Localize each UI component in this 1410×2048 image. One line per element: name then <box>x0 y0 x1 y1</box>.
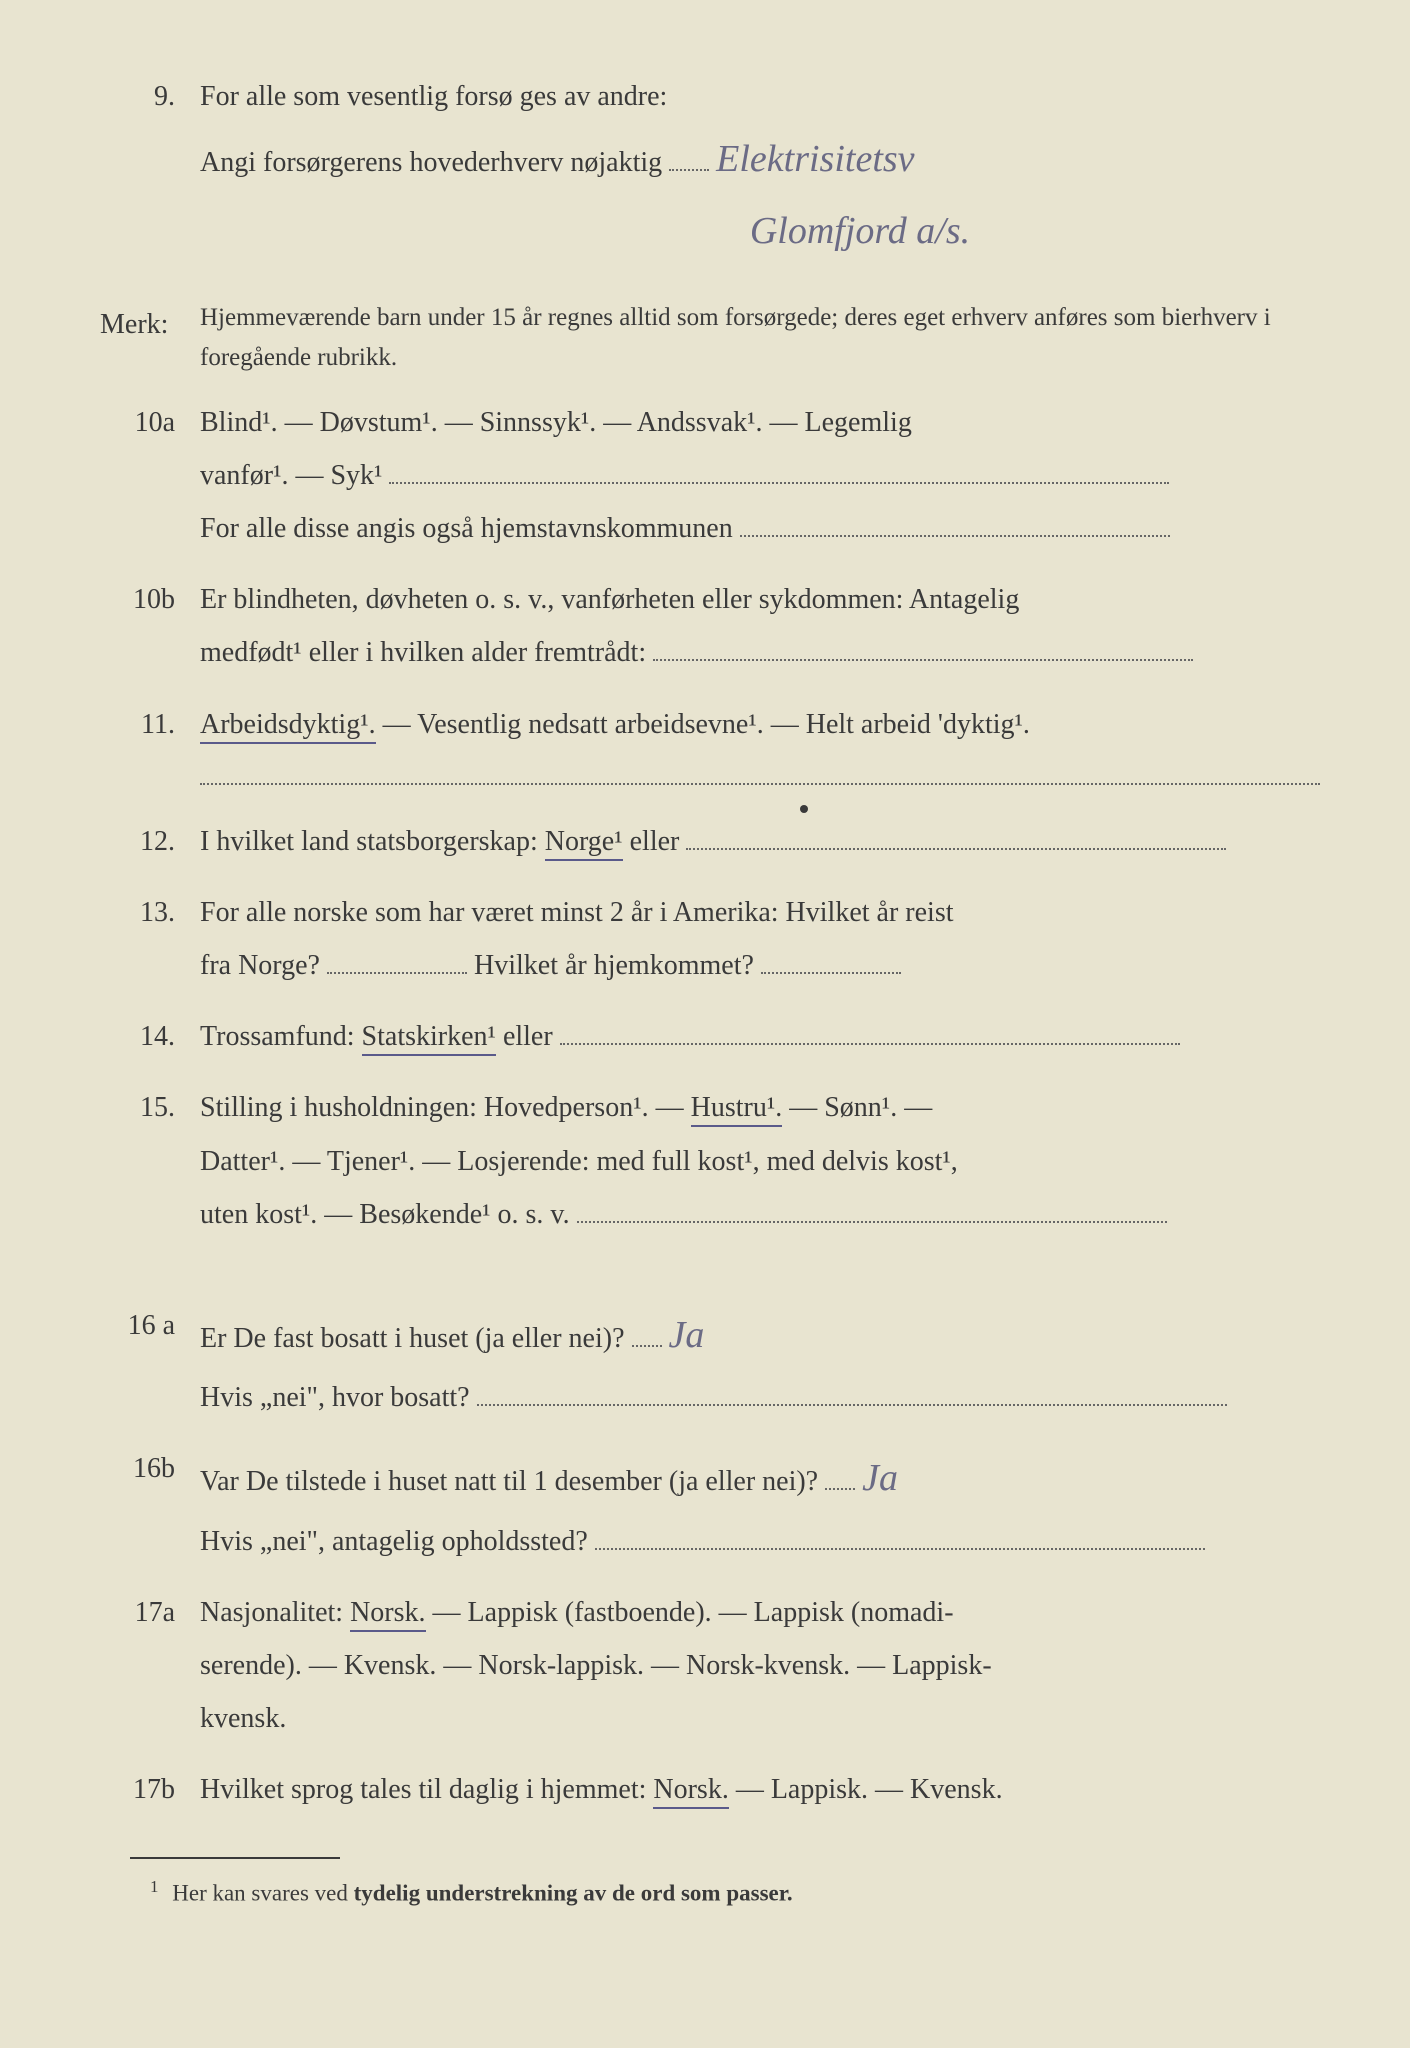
q17a-line3: kvensk. <box>200 1692 1320 1745</box>
divider-line <box>200 781 1320 785</box>
q11-rest: — Vesentlig nedsatt arbeidsevne¹. — Helt… <box>376 709 1030 740</box>
question-17b: 17b Hvilket sprog tales til daglig i hje… <box>100 1763 1320 1816</box>
q16b-line1: Var De tilstede i huset natt til 1 desem… <box>200 1466 818 1497</box>
footnote: 1 Her kan svares ved tydelig understrekn… <box>100 1871 1320 1915</box>
q10a-number: 10a <box>100 396 200 556</box>
q17b-number: 17b <box>100 1763 200 1816</box>
q16b-handwriting: Ja <box>862 1442 898 1514</box>
q17b-underlined: Norsk. <box>653 1774 728 1809</box>
q14-text2: eller <box>496 1021 553 1052</box>
question-13: 13. For alle norske som har været minst … <box>100 886 1320 992</box>
question-11: 11. Arbeidsdyktig¹. — Vesentlig nedsatt … <box>100 698 1320 751</box>
q12-number: 12. <box>100 815 200 868</box>
q12-text1: I hvilket land statsborgerskap: <box>200 826 545 857</box>
q9-text1: For alle som vesentlig forsø ges av andr… <box>200 70 1320 123</box>
q13-line2a: fra Norge? <box>200 950 320 981</box>
question-9: 9. For alle som vesentlig forsø ges av a… <box>100 70 1320 280</box>
q11-number: 11. <box>100 698 200 751</box>
q17a-line1b: — Lappisk (fastboende). — Lappisk (nomad… <box>426 1597 954 1628</box>
q17b-text1: Hvilket sprog tales til daglig i hjemmet… <box>200 1774 653 1805</box>
footnote-bold: tydelig understrekning av de ord som pas… <box>354 1880 793 1905</box>
q10b-number: 10b <box>100 573 200 679</box>
q10b-line2: medfødt¹ eller i hvilken alder fremtrådt… <box>200 637 646 668</box>
q17a-underlined: Norsk. <box>350 1597 425 1632</box>
q10a-line3: For alle disse angis også hjemstavnskomm… <box>200 513 733 544</box>
merk-label: Merk: <box>100 298 200 378</box>
question-16b: 16b Var De tilstede i huset natt til 1 d… <box>100 1442 1320 1567</box>
q16a-number: 16 a <box>100 1299 200 1424</box>
q15-line1b: — Sønn¹. — <box>782 1092 932 1123</box>
q16b-number: 16b <box>100 1442 200 1567</box>
question-10a: 10a Blind¹. — Døvstum¹. — Sinnssyk¹. — A… <box>100 396 1320 556</box>
q12-underlined: Norge¹ <box>545 826 623 861</box>
q17a-number: 17a <box>100 1586 200 1746</box>
q16a-line1: Er De fast bosatt i huset (ja eller nei)… <box>200 1323 625 1354</box>
q10a-line2: vanfør¹. — Syk¹ <box>200 460 382 491</box>
question-15: 15. Stilling i husholdningen: Hovedperso… <box>100 1081 1320 1241</box>
form-page: 9. For alle som vesentlig forsø ges av a… <box>0 0 1410 1955</box>
q17a-line1a: Nasjonalitet: <box>200 1597 350 1628</box>
question-12: 12. I hvilket land statsborgerskap: Norg… <box>100 815 1320 868</box>
q15-line2: Datter¹. — Tjener¹. — Losjerende: med fu… <box>200 1135 1320 1188</box>
q16a-line2: Hvis „nei", hvor bosatt? <box>200 1382 470 1413</box>
question-17a: 17a Nasjonalitet: Norsk. — Lappisk (fast… <box>100 1586 1320 1746</box>
footnote-text1: Her kan svares ved <box>172 1880 353 1905</box>
q14-underlined: Statskirken¹ <box>362 1021 496 1056</box>
q13-line2b: Hvilket år hjemkommet? <box>474 950 754 981</box>
q15-line3: uten kost¹. — Besøkende¹ o. s. v. <box>200 1199 570 1230</box>
q14-text1: Trossamfund: <box>200 1021 362 1052</box>
q9-handwriting1: Elektrisitetsv <box>716 123 914 195</box>
q10b-line1: Er blindheten, døvheten o. s. v., vanfør… <box>200 573 1320 626</box>
q15-underlined: Hustru¹. <box>691 1092 783 1127</box>
q10a-line1: Blind¹. — Døvstum¹. — Sinnssyk¹. — Andss… <box>200 396 1320 449</box>
dot-mark <box>800 805 808 813</box>
q9-number: 9. <box>100 70 200 280</box>
q14-number: 14. <box>100 1010 200 1063</box>
q13-line1: For alle norske som har været minst 2 år… <box>200 886 1320 939</box>
q16a-handwriting: Ja <box>669 1299 705 1371</box>
question-10b: 10b Er blindheten, døvheten o. s. v., va… <box>100 573 1320 679</box>
q12-text2: eller <box>623 826 680 857</box>
q17b-text2: — Lappisk. — Kvensk. <box>729 1774 1003 1805</box>
q15-line1a: Stilling i husholdningen: Hovedperson¹. … <box>200 1092 691 1123</box>
q9-handwriting2: Glomfjord a/s. <box>750 210 970 252</box>
question-16a: 16 a Er De fast bosatt i huset (ja eller… <box>100 1299 1320 1424</box>
q9-text2: Angi forsørgerens hovederhverv nøjaktig <box>200 147 662 178</box>
question-14: 14. Trossamfund: Statskirken¹ eller <box>100 1010 1320 1063</box>
q15-number: 15. <box>100 1081 200 1241</box>
q17a-line2: serende). — Kvensk. — Norsk-lappisk. — N… <box>200 1639 1320 1692</box>
q16b-line2: Hvis „nei", antagelig opholdssted? <box>200 1526 588 1557</box>
q11-underlined: Arbeidsdyktig¹. <box>200 709 376 744</box>
footnote-rule <box>130 1857 340 1859</box>
merk-note: Merk: Hjemmeværende barn under 15 år reg… <box>100 298 1320 378</box>
footnote-num: 1 <box>150 1877 159 1896</box>
merk-text: Hjemmeværende barn under 15 år regnes al… <box>200 298 1320 378</box>
q13-number: 13. <box>100 886 200 992</box>
